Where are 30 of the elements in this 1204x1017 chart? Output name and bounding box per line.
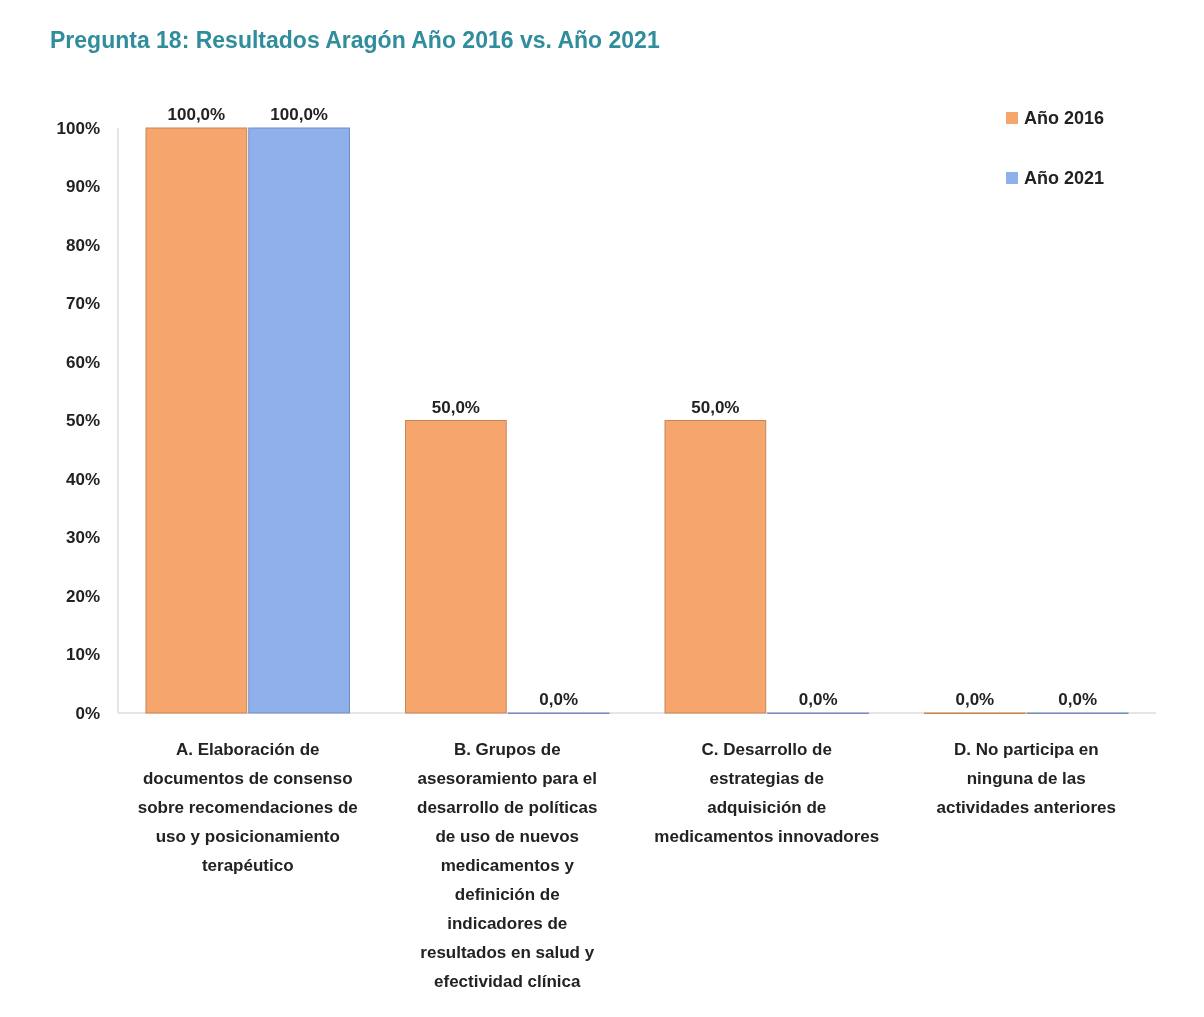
legend-label: Año 2016 bbox=[1024, 108, 1105, 129]
data-label: 50,0% bbox=[691, 397, 740, 417]
category-label: B. Grupos de asesoramiento para el desarrollo de políticas de uso de nuevos medicamentos y definición de indicadores de resultados en salud y efectividad clínica bbox=[417, 740, 598, 991]
data-label: 100,0% bbox=[167, 105, 226, 124]
x-tick-label: C. Desarrollo de estrategias de adquisición de medicamentos innovadores bbox=[654, 740, 880, 846]
y-tick-label: 70% bbox=[65, 294, 100, 314]
data-label: 0,0% bbox=[1058, 690, 1098, 709]
y-tick-label: 50% bbox=[65, 411, 100, 431]
y-tick-label: 40% bbox=[65, 469, 100, 489]
data-label: 0,0% bbox=[539, 690, 579, 709]
x-tick-label: D. No participa en ninguna de las actividades anteriores bbox=[936, 740, 1117, 817]
bar bbox=[664, 420, 767, 714]
bar bbox=[145, 127, 248, 714]
y-tick-label: 80% bbox=[65, 235, 100, 255]
bar bbox=[248, 127, 350, 714]
y-tick-label: 10% bbox=[65, 645, 100, 665]
y-tick-label: 20% bbox=[65, 586, 100, 606]
y-tick-label: 90% bbox=[65, 177, 100, 197]
y-tick-label: 0% bbox=[75, 703, 100, 723]
x-tick-label: A. Elaboración de documentos de consenso sobre recomendaciones de uso y posicionamiento terapéutico bbox=[137, 740, 358, 875]
data-label: 50,0% bbox=[431, 397, 480, 417]
bar bbox=[405, 420, 507, 714]
chart-title: Pregunta 18: Resultados Aragón Año 2016 vs. Año 2021 bbox=[50, 27, 660, 53]
data-label: 0,0% bbox=[955, 690, 995, 709]
data-label: 100,0% bbox=[270, 105, 328, 124]
y-tick-label: 60% bbox=[65, 352, 100, 372]
data-label: 0,0% bbox=[798, 690, 838, 709]
y-tick-label: 100% bbox=[56, 118, 100, 138]
y-tick-label: 30% bbox=[65, 528, 100, 548]
legend-label: Año 2021 bbox=[1024, 168, 1105, 189]
